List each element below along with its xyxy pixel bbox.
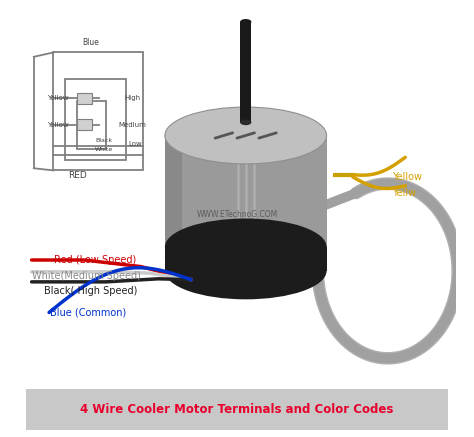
Polygon shape [165, 135, 182, 258]
Ellipse shape [165, 107, 327, 164]
Text: WWW.ETechnoG.COM: WWW.ETechnoG.COM [196, 210, 278, 218]
Bar [77, 119, 92, 130]
Bar [27, 389, 447, 430]
Text: Black( High Speed): Black( High Speed) [44, 286, 137, 295]
Text: Low: Low [128, 141, 142, 147]
Text: Yellw: Yellw [392, 188, 416, 198]
Text: White: White [95, 147, 113, 152]
Bar [77, 93, 92, 104]
Polygon shape [165, 135, 327, 258]
Text: Blue (Common): Blue (Common) [50, 308, 127, 317]
Ellipse shape [165, 243, 327, 299]
Polygon shape [240, 22, 251, 122]
Ellipse shape [165, 218, 327, 275]
Text: 4 Wire Cooler Motor Terminals and Color Codes: 4 Wire Cooler Motor Terminals and Color … [80, 403, 394, 416]
Text: Blue: Blue [82, 38, 99, 47]
Polygon shape [165, 247, 327, 271]
Ellipse shape [165, 229, 327, 286]
Text: White(Medium Speed): White(Medium Speed) [32, 271, 141, 281]
Ellipse shape [240, 119, 251, 125]
Text: RED: RED [68, 171, 87, 180]
Text: Red (Low Speed): Red (Low Speed) [54, 255, 136, 265]
Text: High: High [124, 95, 140, 101]
Ellipse shape [240, 19, 251, 25]
Text: Medium: Medium [118, 121, 146, 128]
Text: Yellow: Yellow [47, 121, 69, 128]
Text: Yellow: Yellow [47, 95, 69, 101]
Text: Yellow: Yellow [392, 172, 422, 182]
Text: Black: Black [95, 138, 112, 143]
